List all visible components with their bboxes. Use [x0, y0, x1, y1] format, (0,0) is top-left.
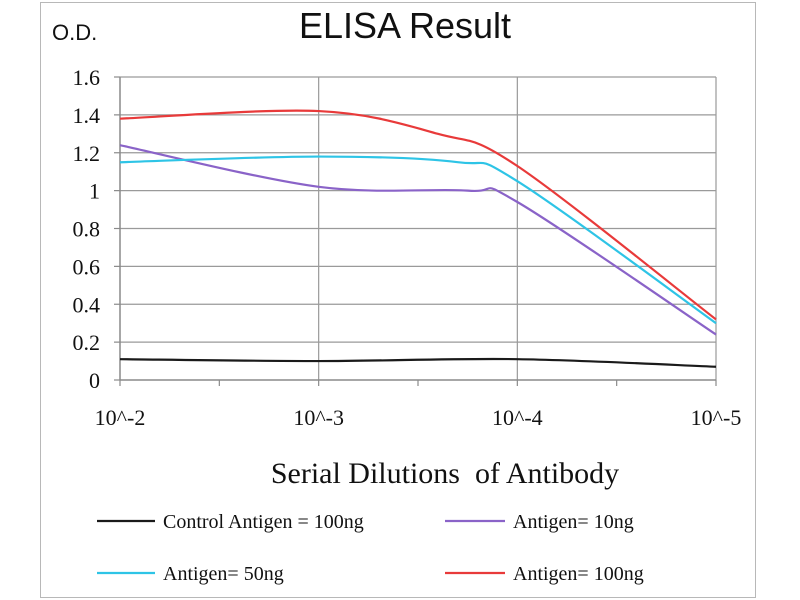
y-tick-label: 0.4	[73, 292, 101, 317]
y-tick-label: 1	[89, 179, 100, 204]
grid-lines	[120, 76, 717, 380]
y-tick-label: 1.4	[73, 103, 101, 128]
x-tick-label: 10^-3	[293, 405, 344, 430]
chart-title: ELISA Result	[299, 5, 511, 46]
y-axis-label: O.D.	[52, 20, 97, 45]
legend-label-2: Antigen= 50ng	[163, 563, 284, 585]
axes	[114, 76, 717, 386]
series-lines	[119, 109, 717, 368]
legend-label-1: Antigen= 10ng	[513, 511, 634, 533]
chart-frame	[40, 2, 756, 598]
y-tick-label: 1.2	[73, 141, 101, 166]
legend-label-0: Control Antigen = 100ng	[163, 511, 364, 533]
x-tick-label: 10^-5	[691, 405, 742, 430]
y-tick-labels: 0 0.2 0.4 0.6 0.8 1 1.2 1.4 1.6	[73, 65, 101, 393]
x-tick-label: 10^-4	[492, 405, 543, 430]
series-line-0	[119, 357, 717, 368]
x-axis-label: Serial Dilutions of Antibody	[271, 457, 619, 490]
x-tick-labels: 10^-2 10^-3 10^-4 10^-5	[95, 405, 742, 430]
y-tick-label: 0.6	[73, 254, 101, 279]
y-tick-label: 0.2	[73, 330, 101, 355]
legend: Control Antigen = 100ng Antigen= 10ng Anti…	[97, 511, 644, 585]
legend-label-3: Antigen= 100ng	[513, 563, 644, 585]
series-line-1	[119, 144, 717, 336]
series-line-3	[119, 109, 717, 321]
series-line-2	[119, 155, 717, 325]
y-tick-label: 0.8	[73, 217, 101, 242]
x-tick-label: 10^-2	[95, 405, 146, 430]
y-tick-label: 1.6	[73, 65, 101, 90]
y-tick-label: 0	[89, 368, 100, 393]
